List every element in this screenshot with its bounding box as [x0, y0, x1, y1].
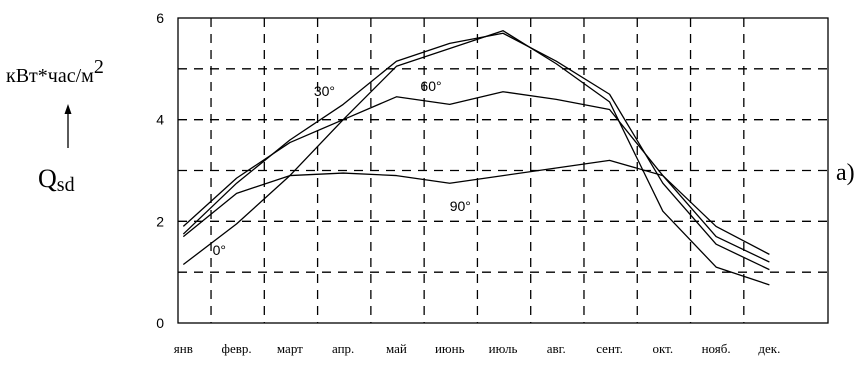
y-tick-label: 0 [156, 315, 164, 331]
x-tick-label: нояб. [702, 341, 731, 356]
x-tick-label: апр. [332, 341, 354, 356]
y-axis-symbol: Qsd [38, 164, 75, 196]
series-line-0 [182, 30, 770, 286]
x-tick-label: дек. [758, 341, 780, 356]
y-tick-label: 4 [156, 112, 164, 128]
series-label: 60° [420, 78, 441, 94]
series-line-2 [182, 91, 770, 263]
series-label: 90° [450, 198, 471, 214]
x-tick-label: февр. [222, 341, 252, 356]
series-labels: 0° 30° 60° 90° [213, 78, 471, 258]
x-tick-label: окт. [653, 341, 674, 356]
x-tick-label: март [277, 341, 303, 356]
series-lines [182, 30, 770, 286]
series-line-3 [182, 159, 770, 255]
series-label: 0° [213, 242, 226, 258]
grid-lines [178, 18, 828, 323]
x-tick-label: янв [174, 341, 193, 356]
up-arrow-icon [64, 104, 72, 148]
plot-frame [177, 17, 829, 324]
series-label: 30° [314, 83, 335, 99]
x-tick-label: май [386, 341, 407, 356]
y-tick-labels: 0 2 4 6 [156, 10, 164, 331]
y-tick-label: 6 [156, 10, 164, 26]
series-line-1 [182, 32, 770, 271]
x-tick-label: авг. [547, 341, 566, 356]
x-tick-label: июнь [435, 341, 465, 356]
x-tick-label: июль [489, 341, 518, 356]
panel-label: а) [836, 160, 855, 186]
x-tick-labels: янв февр. март апр. май июнь июль авг. сент. окт.… [174, 341, 781, 356]
y-tick-label: 2 [156, 213, 164, 229]
y-axis-title: кВт*час/м2 [6, 56, 104, 87]
x-tick-label: сент. [596, 341, 623, 356]
